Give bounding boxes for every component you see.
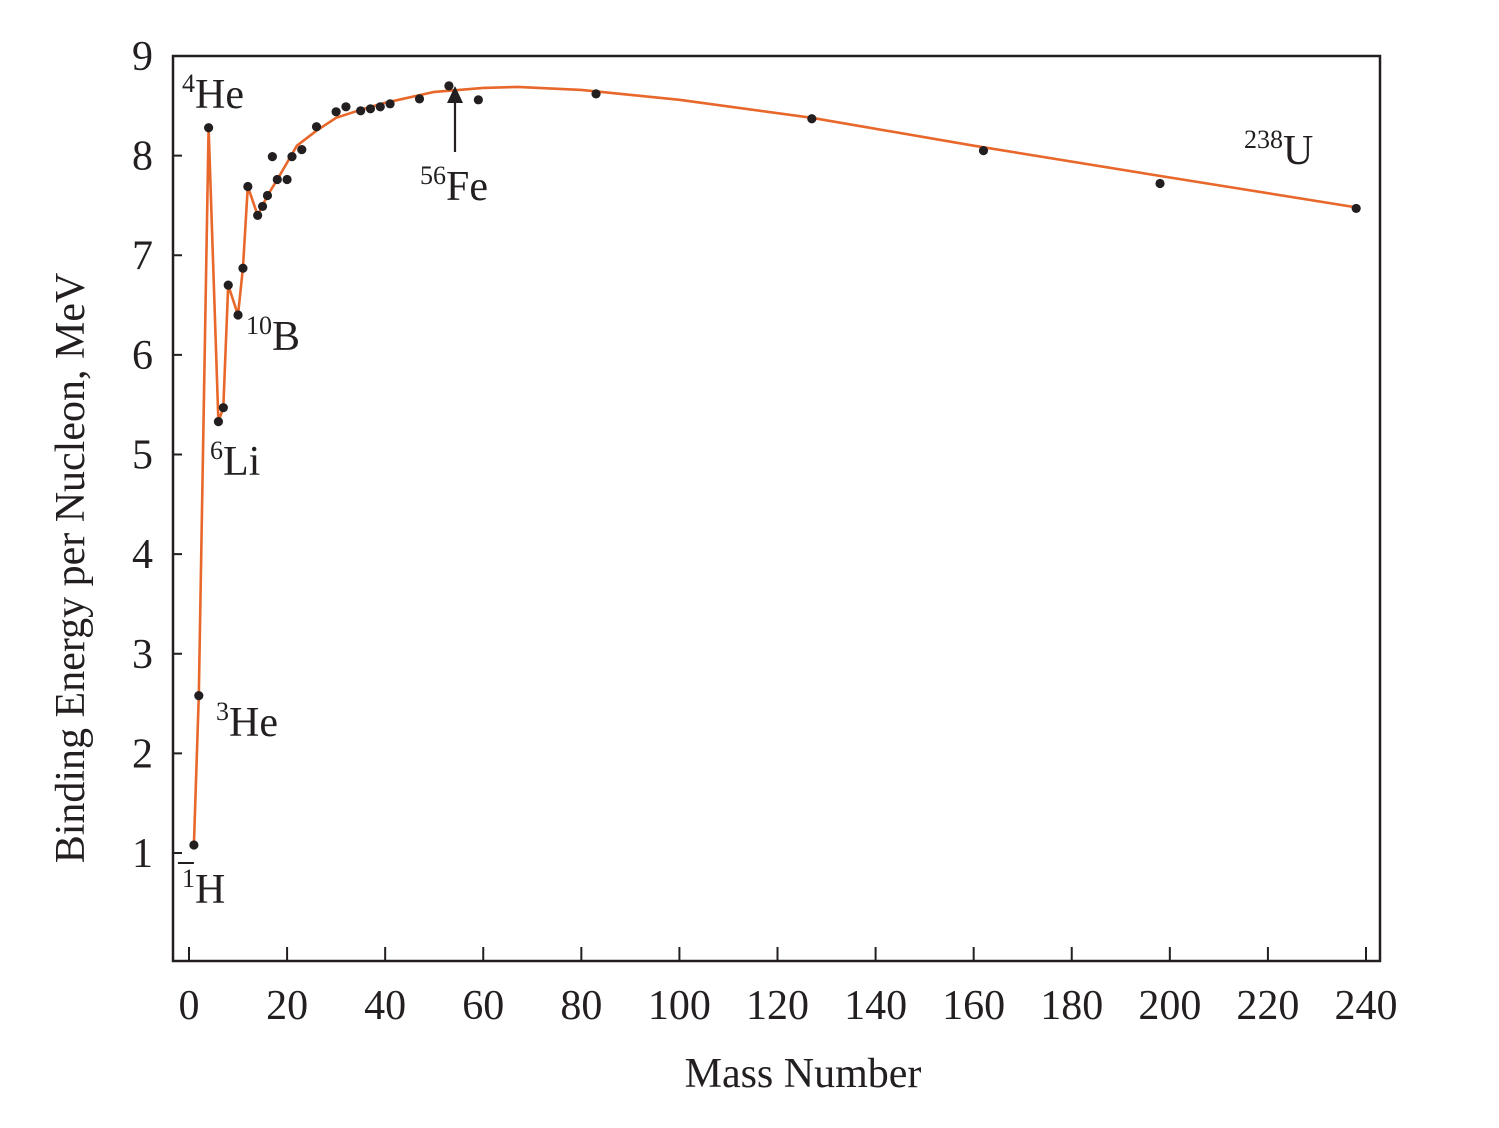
x-tick-label: 160 [942, 983, 1005, 1029]
y-tick-label: 9 [132, 34, 153, 80]
label-he4-symbol: He [195, 72, 244, 118]
y-axis-ticks: 1 2 3 4 5 6 7 8 9 [132, 34, 182, 877]
data-point [282, 174, 292, 185]
label-h1-symbol: H [195, 867, 225, 913]
data-point [311, 122, 322, 132]
data-point [238, 263, 248, 273]
x-tick-label: 0 [179, 983, 200, 1029]
x-axis-ticks: 0 20 40 60 80 100 120 140 160 180 200 220 240 [179, 947, 1398, 1029]
label-li6: 6Li [210, 436, 260, 485]
x-tick-label: 60 [462, 983, 504, 1029]
y-tick-label: 6 [132, 333, 153, 379]
label-li6-mass: 6 [210, 436, 223, 465]
label-u238-mass: 238 [1244, 125, 1283, 154]
plot-frame [171, 54, 1382, 963]
label-u238-symbol: U [1283, 128, 1313, 174]
label-h1: 1H [182, 864, 225, 913]
data-point [257, 201, 268, 212]
x-axis-title: Mass Number [685, 1051, 922, 1097]
label-fe56-mass: 56 [420, 161, 446, 190]
data-point [204, 123, 214, 133]
data-point [223, 280, 233, 290]
fit-curve [192, 85, 1357, 846]
x-tick-label: 120 [746, 983, 809, 1029]
data-point [297, 145, 307, 155]
label-he3-symbol: He [229, 700, 278, 746]
y-tick-label: 5 [132, 433, 153, 479]
label-fe56: 56Fe [420, 161, 488, 210]
data-point [287, 152, 297, 162]
data-point [341, 102, 351, 112]
data-point [218, 403, 228, 413]
label-b10: 10B [246, 311, 300, 360]
label-fe56-symbol: Fe [446, 164, 488, 210]
data-point [253, 210, 263, 220]
data-point [267, 152, 277, 162]
y-tick-label: 1 [132, 831, 153, 877]
data-point [233, 310, 243, 320]
data-point [194, 690, 204, 701]
label-li6-symbol: Li [223, 439, 260, 485]
data-point [356, 106, 366, 116]
x-tick-label: 40 [364, 983, 406, 1029]
label-h1-mass: 1 [182, 864, 195, 893]
data-point [262, 190, 273, 201]
x-tick-label: 140 [844, 983, 907, 1029]
fit-curve-layer [192, 85, 1357, 846]
y-axis-title: Binding Energy per Nucleon, MeV [48, 273, 94, 864]
data-point [243, 181, 253, 192]
x-tick-label: 80 [560, 983, 602, 1029]
data-point [365, 104, 376, 114]
x-tick-label: 100 [648, 983, 711, 1029]
data-point [473, 95, 483, 105]
y-tick-label: 4 [132, 532, 153, 578]
data-points-layer [177, 81, 1361, 864]
data-point [1351, 203, 1361, 214]
data-point [189, 840, 199, 850]
x-tick-label: 240 [1335, 983, 1398, 1029]
fe56-arrow [447, 86, 463, 152]
data-point [414, 94, 425, 104]
label-u238: 238U [1244, 125, 1313, 174]
data-point [213, 417, 224, 427]
data-point [978, 146, 989, 156]
label-b10-symbol: B [272, 314, 300, 360]
data-point [1155, 178, 1165, 189]
label-he4-mass: 4 [182, 69, 195, 98]
x-tick-label: 220 [1236, 983, 1299, 1029]
data-point [444, 81, 454, 91]
y-tick-label: 2 [132, 731, 153, 777]
label-he4: 4He [182, 69, 244, 118]
x-tick-label: 200 [1138, 983, 1201, 1029]
data-point [591, 89, 601, 99]
y-tick-label: 3 [132, 632, 153, 678]
data-point [807, 114, 817, 124]
x-tick-label: 20 [266, 983, 308, 1029]
fe56-arrow-head [447, 86, 463, 103]
data-point [375, 102, 385, 112]
x-tick-label: 180 [1040, 983, 1103, 1029]
y-tick-label: 7 [132, 233, 153, 279]
label-b10-mass: 10 [246, 311, 272, 340]
y-tick-label: 8 [132, 134, 153, 180]
data-point [272, 174, 282, 185]
data-point [331, 107, 341, 117]
data-point [385, 99, 395, 109]
label-he3-mass: 3 [216, 697, 229, 726]
label-he3: 3He [216, 697, 278, 746]
